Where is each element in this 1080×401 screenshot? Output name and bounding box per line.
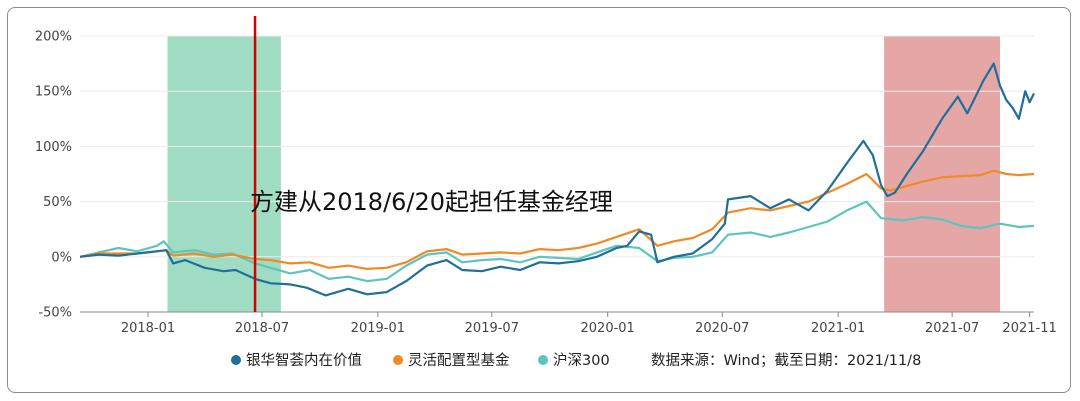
y-tick-label: 200% [35, 30, 72, 45]
chart-annotation: 方建从2018/6/20起担任基金经理 [250, 188, 613, 216]
y-tick-label: -50% [38, 306, 72, 321]
highlight-bands [167, 36, 1000, 312]
x-axis: 2018-01 2018-07 2019-01 2019-07 2020-01 2020-… [80, 311, 1057, 336]
series-line-1 [79, 62, 1035, 297]
x-tick-label: 2021-01 [811, 321, 865, 336]
legend-swatch-2 [393, 355, 403, 365]
series-line-2 [79, 169, 1035, 270]
series-line-3 [79, 200, 1035, 283]
y-tick-label: 100% [35, 140, 72, 155]
y-axis-tick-labels: 200% 150% 100% 50% 0% -50% [35, 30, 72, 321]
x-tick-label: 2020-07 [695, 321, 749, 336]
x-tick-label: 2018-07 [235, 321, 289, 336]
legend-label-2: 灵活配置型基金 [408, 352, 510, 369]
x-tick-label: 2018-01 [121, 321, 175, 336]
legend-swatch-1 [231, 355, 241, 365]
y-tick-label: 150% [35, 85, 72, 100]
y-tick-label: 50% [43, 195, 72, 210]
x-tick-label: 2021-07 [925, 321, 979, 336]
x-tick-label: 2019-01 [351, 321, 405, 336]
legend: 银华智荟内在价值 灵活配置型基金 沪深300 [231, 352, 610, 369]
source-note: 数据来源：Wind；截至日期：2021/11/8 [651, 352, 921, 369]
series-lines [79, 62, 1035, 297]
legend-label-3: 沪深300 [553, 352, 610, 369]
x-tick-label: 2020-01 [581, 321, 635, 336]
y-tick-label: 0% [51, 250, 72, 265]
x-tick-label: 2019-07 [465, 321, 519, 336]
legend-swatch-3 [538, 355, 548, 365]
legend-label-1: 银华智荟内在价值 [246, 352, 362, 369]
x-tick-label: 2021-11 [1002, 321, 1056, 336]
